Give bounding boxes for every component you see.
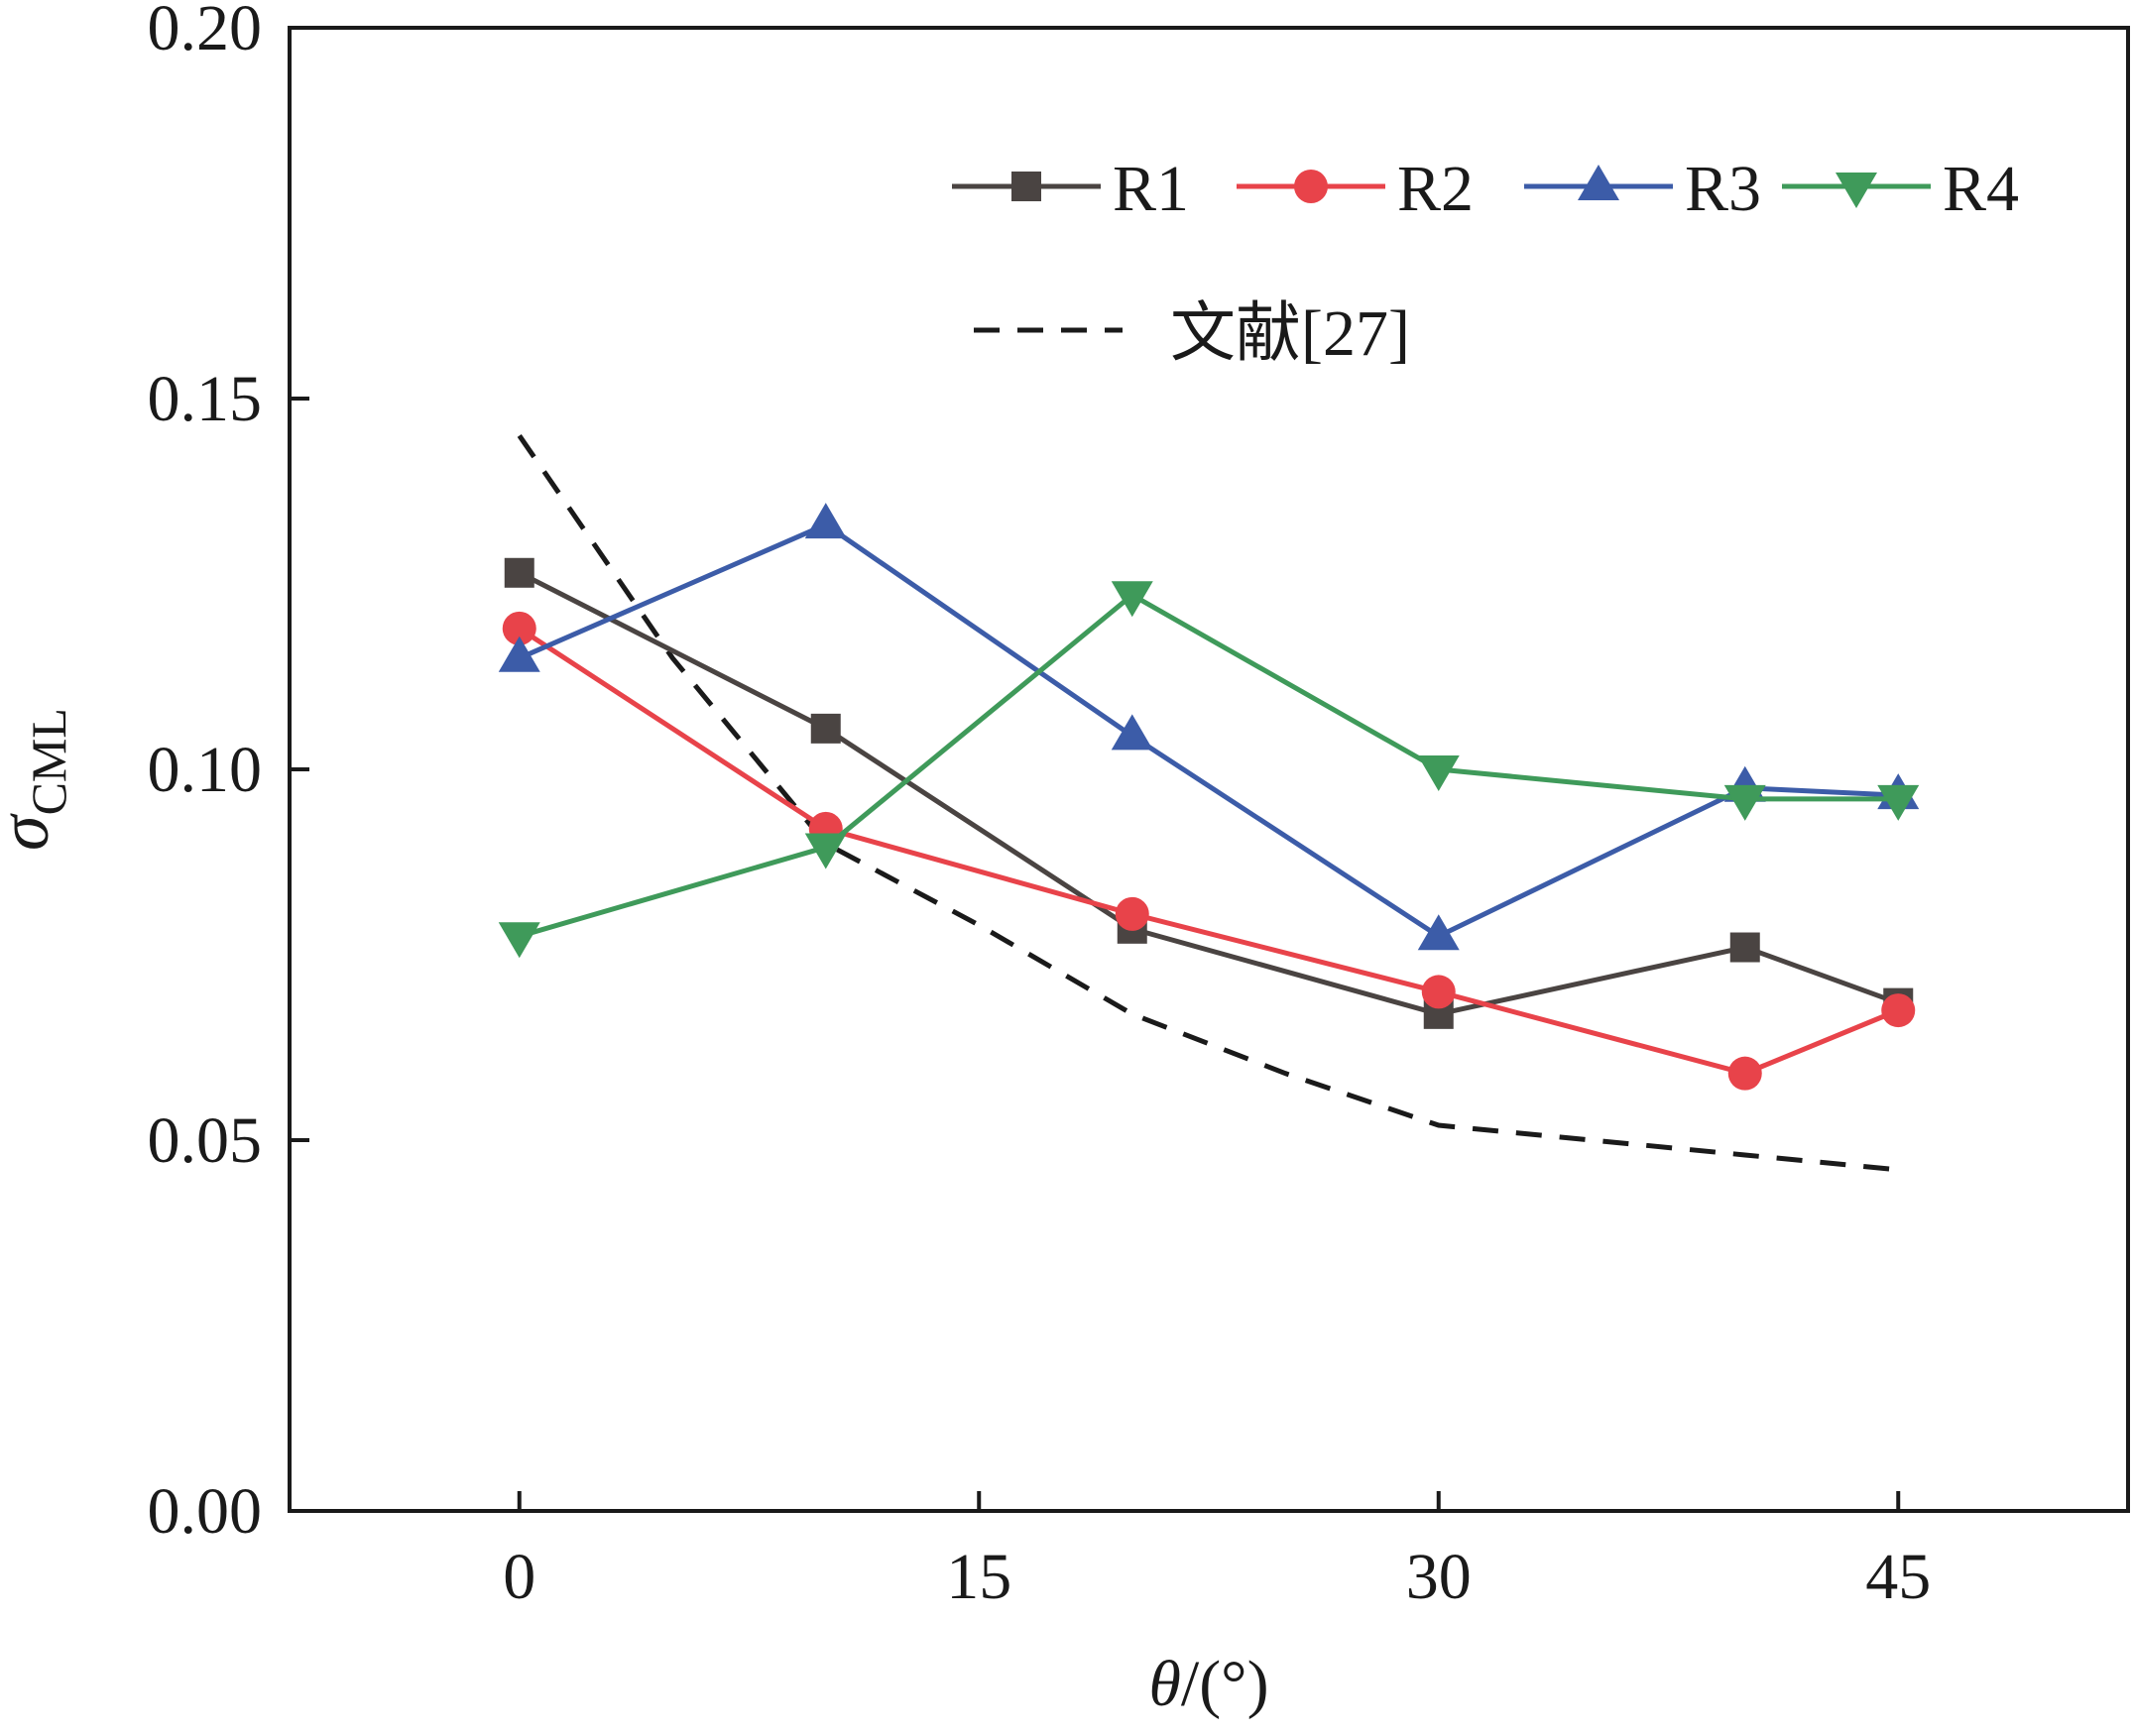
series-r4 [498,581,1920,959]
plot-frame [288,26,2130,1513]
series-line-r3 [518,521,1899,939]
x-axis-label: θ/(°) [1148,1648,1268,1720]
legend-marker-r1 [1011,172,1041,201]
y-tick-label: 0.15 [148,363,263,435]
x-axis-symbol: θ [1148,1648,1180,1720]
data-point-r2 [1115,896,1149,931]
reference-line [517,433,1899,1173]
data-point-r1 [504,557,534,588]
data-point-r4 [1723,784,1766,821]
x-axis-unit: /(°) [1181,1648,1269,1720]
legend: R1 R2 R3 R4 文献[27] [952,153,2019,370]
series-r2 [502,611,1916,1091]
data-point-r3 [1111,714,1153,751]
data-point-r3 [804,503,847,539]
y-tick-label: 0.05 [148,1104,263,1177]
x-tick-label: 45 [1865,1541,1931,1613]
y-axis-symbol: σ [0,813,63,851]
legend-item-r2: R2 [1237,153,1474,225]
legend-item-reference: 文献[27] [974,297,1410,370]
legend-marker-r4 [1836,173,1877,208]
legend-label-r1: R1 [1113,153,1189,225]
y-axis-label: σCML [0,708,76,851]
data-point-r2 [1727,1056,1762,1091]
legend-label-r3: R3 [1685,153,1761,225]
data-point-r3 [498,636,540,672]
series-line-r1 [518,570,1900,1017]
data-point-r1 [1729,932,1760,963]
y-tick-label: 0.20 [148,0,263,64]
legend-marker-r3 [1578,165,1619,200]
plot-area [498,433,1920,1173]
series-r3 [498,503,1920,951]
series-line-r2 [518,626,1900,1077]
data-point-r4 [1111,581,1153,618]
data-point-r3 [1417,914,1460,951]
legend-label-r2: R2 [1397,153,1474,225]
data-point-r2 [1421,975,1456,1009]
legend-label-r4: R4 [1943,153,2019,225]
data-point-r4 [1417,755,1460,791]
legend-item-r1: R1 [952,153,1189,225]
x-tick-label: 30 [1406,1541,1472,1613]
legend-label-reference: 文献[27] [1170,297,1410,370]
data-point-r4 [1877,784,1920,821]
data-point-r2 [502,611,536,645]
data-point-r1 [810,713,841,744]
legend-item-r4: R4 [1782,153,2019,225]
x-tick-label: 15 [946,1541,1011,1613]
legend-item-r3: R3 [1524,153,1761,225]
data-point-r4 [498,922,540,959]
series-line-r4 [519,592,1899,939]
y-axis-subscript: CML [21,708,76,815]
y-tick-label: 0.00 [148,1475,263,1548]
y-tick-label: 0.10 [148,734,263,806]
legend-marker-r2 [1294,170,1328,203]
data-point-r2 [1881,993,1916,1028]
data-point-r4 [804,833,847,869]
axes: 0 15 30 45 0.00 0.05 0.10 0.15 0.20 [148,0,2130,1613]
x-tick-label: 0 [503,1541,535,1613]
